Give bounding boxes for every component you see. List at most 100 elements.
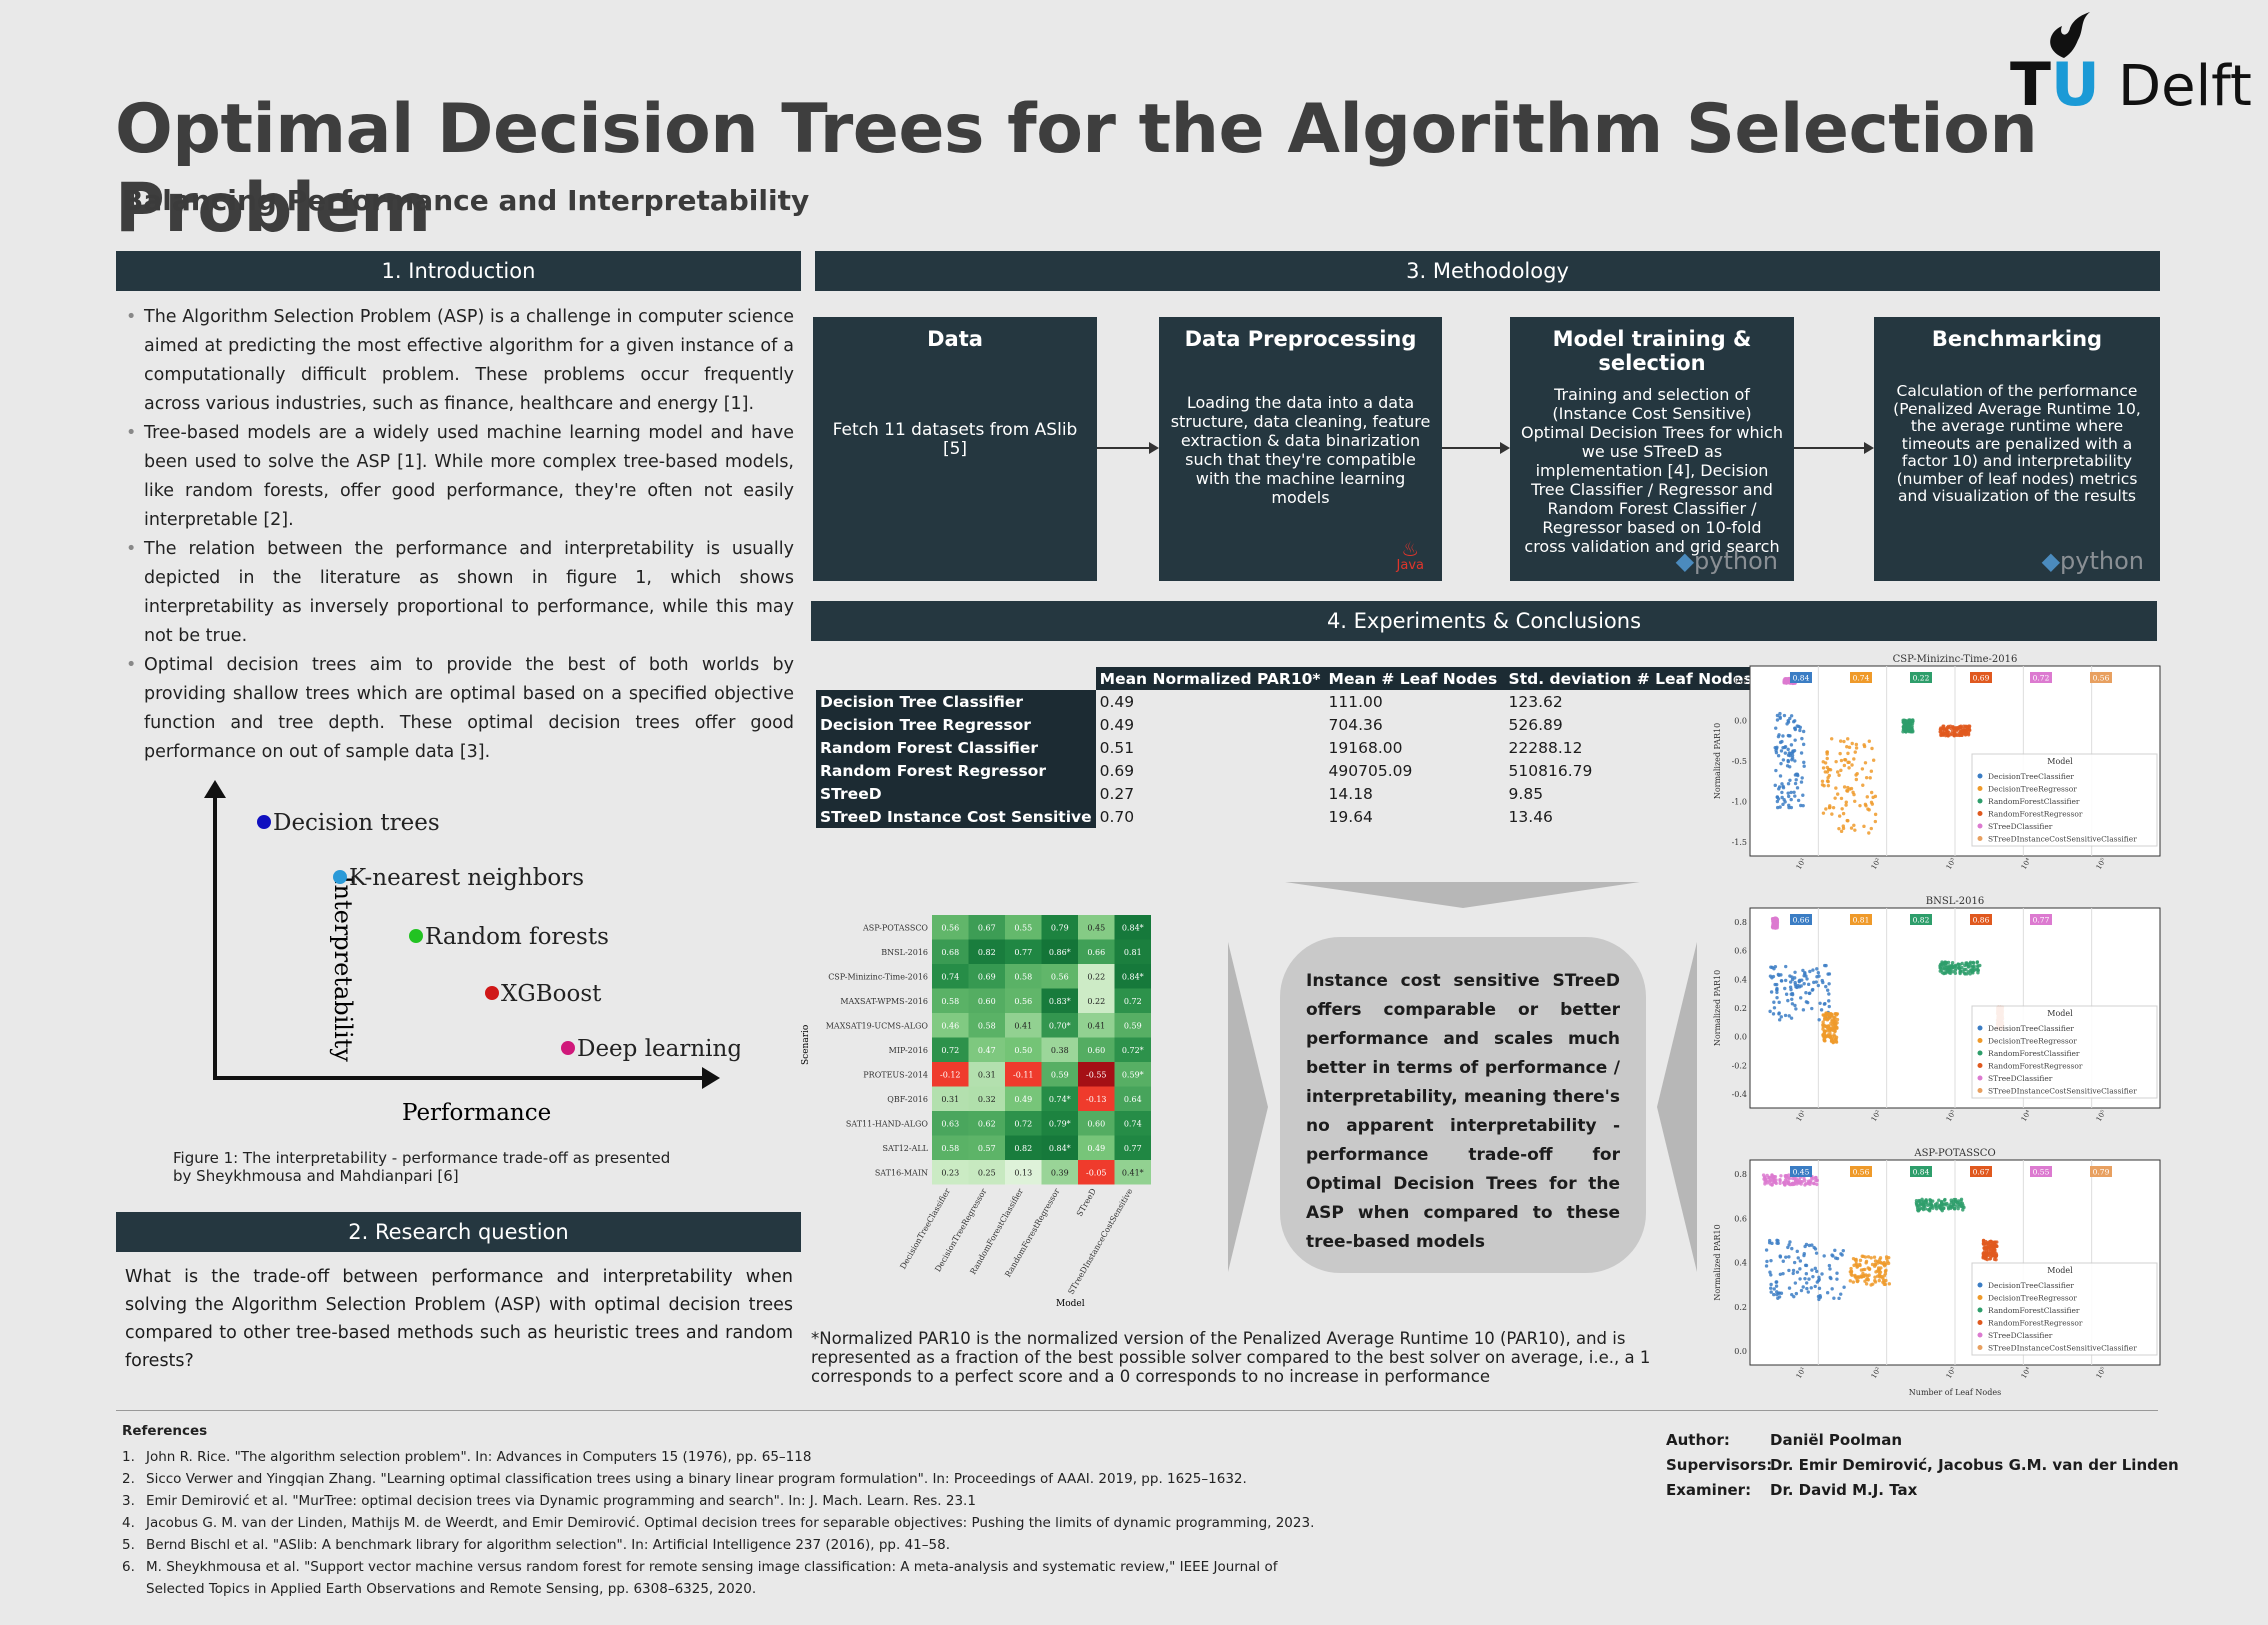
scatter-point: [1804, 1281, 1809, 1285]
scatter-point: [1941, 1206, 1946, 1210]
legend-title: Model: [2047, 757, 2073, 766]
scatter-point: [1770, 1183, 1774, 1187]
scatter-point: [1779, 1015, 1783, 1019]
scatter-point: [1788, 980, 1793, 984]
reference-item: Selected Topics in Applied Earth Observa…: [122, 1578, 1314, 1600]
scatter-point: [1775, 921, 1779, 925]
ref-num: 3.: [122, 1493, 135, 1509]
scatter-point: [1870, 802, 1875, 806]
scatter-point: [1776, 1291, 1781, 1295]
scatter-point: [1945, 968, 1949, 973]
heatmap-cell: [1041, 939, 1078, 964]
heatmap-cell: [1078, 1086, 1115, 1111]
heatmap-cell: [968, 939, 1005, 964]
scatter-point: [1763, 1180, 1767, 1184]
scatter-point: [1804, 1272, 1809, 1276]
scatter-point: [1842, 1285, 1846, 1289]
fig1-marker: [333, 870, 347, 884]
scatter-point: [1824, 1013, 1828, 1017]
heatmap-col-label: STreeDInstanceCostSensitive: [1066, 1187, 1134, 1296]
score-badge: [2030, 672, 2052, 683]
scatter-point: [1793, 1003, 1797, 1008]
scatter-point: [1862, 1274, 1866, 1279]
scatter-point: [1801, 1008, 1806, 1012]
scatter-point: [1788, 1240, 1792, 1244]
heatmap-value: 0.58: [941, 1144, 959, 1153]
ref-num: 6.: [122, 1559, 135, 1575]
scatter-point: [1792, 1294, 1796, 1299]
heatmap-cell: [1078, 1062, 1115, 1087]
column-header: Mean # Leaf Nodes: [1324, 667, 1505, 690]
scatter-point: [1773, 783, 1777, 788]
scatter-point: [1867, 1273, 1871, 1277]
table-row: Decision Tree Regressor 0.49 704.36 526.89: [816, 713, 1757, 736]
scatter-point: [1981, 1239, 1986, 1244]
heatmap-cell: [1005, 939, 1042, 964]
score-badge: [1790, 672, 1812, 683]
scatter-point: [1808, 969, 1812, 974]
scatter-point: [1816, 1278, 1821, 1283]
scatter-point: [1990, 1253, 1994, 1257]
score-badge: [2090, 672, 2112, 683]
scatter-point: [1884, 1268, 1888, 1273]
scatter-ytick: 0.6: [1734, 947, 1747, 956]
scatter-point: [1813, 1284, 1817, 1289]
scatter-point: [1792, 1260, 1797, 1265]
score-badge: [1790, 914, 1812, 925]
heatmap-value: 0.22: [1087, 972, 1105, 981]
scatter-point: [1860, 767, 1865, 771]
scatter-point: [1769, 1273, 1773, 1277]
scatter-point: [1801, 1285, 1805, 1289]
heatmap-cell: [1114, 1062, 1151, 1087]
scatter-point: [1821, 1027, 1825, 1031]
heatmap-value: 0.49: [1014, 1095, 1032, 1104]
scatter-point: [1862, 824, 1866, 829]
cell: 0.70: [1099, 807, 1135, 826]
heatmap-cell: [1005, 1037, 1042, 1062]
method-title: Model training & selection: [1552, 327, 1752, 375]
cell: 123.62: [1508, 692, 1563, 711]
python-logo-text: python: [1694, 547, 1778, 575]
score-badge-text: 0.84: [1793, 674, 1810, 683]
scatter-point: [1795, 1249, 1799, 1254]
research-header: 2. Research question: [116, 1212, 801, 1252]
scatter-point: [1863, 802, 1868, 807]
scatter-point: [1995, 1240, 1999, 1244]
heatmap-cell: [932, 1086, 969, 1111]
scatter-ytick: 0.0: [1734, 1347, 1747, 1356]
legend-swatch: [1977, 1345, 1983, 1350]
scatter-point: [1811, 1274, 1815, 1279]
scatter-point: [1855, 772, 1859, 776]
scatter-point: [1793, 980, 1797, 985]
scatter-point: [1774, 1284, 1779, 1288]
method-title: Data Preprocessing: [1184, 327, 1417, 351]
logo-tu: TU: [2010, 50, 2100, 120]
scatter-point: [1821, 766, 1826, 770]
scatter-point: [1778, 740, 1783, 745]
heatmap-value: 0.31: [978, 1070, 996, 1079]
scatter-point: [1793, 727, 1798, 732]
scatter-point: [1878, 1256, 1883, 1260]
scatter-point: [1772, 1000, 1776, 1004]
scatter-point: [1772, 1006, 1777, 1010]
legend-swatch: [1977, 1038, 1983, 1043]
scatter-point: [1811, 1181, 1816, 1186]
legend-item: DecisionTreeRegressor: [1988, 785, 2077, 794]
scatter-title: CSP-Minizinc-Time-2016: [1893, 654, 2018, 665]
scatter-xtick: 10⁴: [2020, 857, 2033, 871]
scatter-point: [1853, 828, 1857, 832]
python-logo: ◆python: [1676, 547, 1778, 575]
scatter-point: [1798, 1267, 1802, 1271]
scatter-point: [1916, 1209, 1921, 1213]
python-icon: ◆: [1675, 547, 1695, 575]
scatter-point: [1789, 790, 1793, 795]
results-table: Mean Normalized PAR10* Mean # Leaf Nodes…: [816, 667, 1757, 828]
scatter-point: [1939, 733, 1943, 738]
heatmap-cell: [1114, 964, 1151, 989]
scatter-point: [1787, 1014, 1791, 1018]
scatter-point: [1778, 711, 1782, 716]
scatter-point: [1768, 1009, 1772, 1014]
heatmap-value: 0.60: [978, 997, 996, 1006]
scatter-point: [1842, 763, 1847, 768]
scatter-point: [1838, 739, 1843, 743]
